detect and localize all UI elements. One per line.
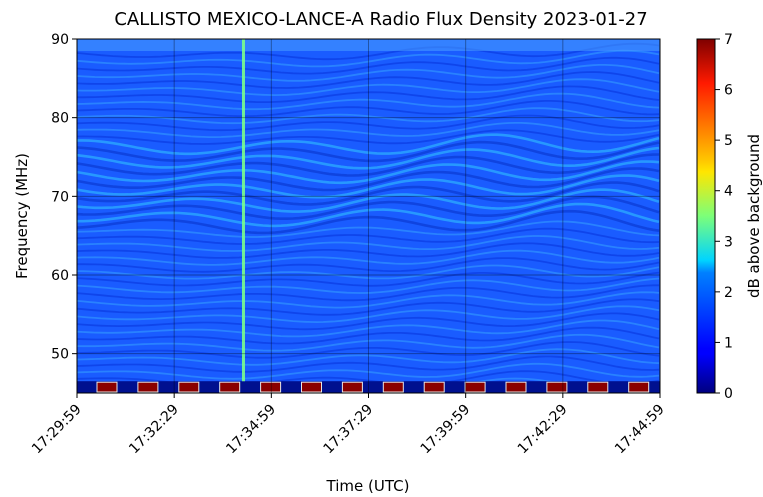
calibration-pulse	[587, 381, 609, 393]
calibration-band	[77, 381, 660, 393]
y-tick-label: 80	[51, 111, 69, 127]
y-axis: 50 60 70 80 90	[51, 32, 77, 363]
spectral-band	[77, 174, 660, 199]
x-tick-label: 17:42:29	[515, 401, 571, 457]
spectral-band	[77, 291, 660, 309]
spectral-band	[77, 56, 660, 75]
colorbar-gradient	[696, 38, 716, 394]
colorbar-tick-label: 5	[724, 133, 733, 149]
x-tick-label: 17:29:59	[29, 401, 85, 457]
spectral-band	[77, 326, 660, 345]
calibration-pulse	[96, 381, 118, 393]
spectral-band	[77, 100, 660, 118]
spectral-band	[77, 249, 660, 266]
calibration-pulse	[423, 381, 445, 393]
spectral-band	[77, 298, 660, 316]
colorbar-tick-label: 0	[724, 386, 733, 402]
spectral-band	[77, 264, 660, 280]
spectral-band	[77, 271, 660, 287]
y-tick-label: 50	[51, 347, 69, 363]
calibration-pulse	[341, 381, 363, 393]
colorbar-tick-label: 3	[724, 234, 733, 250]
spectral-band	[77, 42, 660, 61]
spectral-band	[77, 227, 660, 245]
calibration-pulse	[382, 381, 404, 393]
x-axis: 17:29:59 17:32:29 17:34:59 17:37:29 17:39:59…	[29, 393, 668, 457]
spectral-band	[77, 146, 660, 170]
x-tick-label: 17:32:29	[126, 401, 182, 457]
x-tick-label: 17:34:59	[223, 401, 279, 457]
spectral-band	[77, 348, 660, 366]
spectral-band	[77, 220, 660, 238]
y-tick-label: 60	[51, 268, 69, 284]
spectral-band	[77, 71, 660, 89]
colorbar-tick-label: 1	[724, 335, 733, 351]
spectral-band	[77, 64, 660, 82]
colorbar-label: dB above background	[745, 134, 763, 298]
spectral-band	[77, 319, 660, 338]
spectral-band	[77, 122, 660, 138]
calibration-pulse	[464, 381, 486, 393]
y-tick-label: 70	[51, 189, 69, 205]
y-tick-label: 90	[51, 32, 69, 48]
chart-title: CALLISTO MEXICO-LANCE-A Radio Flux Densi…	[114, 9, 647, 30]
calibration-pulse	[628, 381, 650, 393]
plot-area	[77, 39, 660, 393]
calibration-pulse	[260, 381, 282, 393]
calibration-pulse	[301, 381, 322, 393]
colorbar-tick-label: 6	[724, 83, 733, 99]
spectral-band	[77, 362, 660, 380]
y-axis-label: Frequency (MHz)	[13, 153, 31, 279]
spectral-band	[77, 209, 660, 235]
colorbar-tick-label: 2	[724, 285, 733, 301]
spectral-band	[77, 355, 660, 373]
spectral-band	[77, 341, 660, 359]
x-axis-label: Time (UTC)	[326, 477, 410, 495]
spectral-band	[77, 202, 660, 228]
spectral-band	[77, 235, 660, 252]
spectral-band	[77, 284, 659, 302]
spectral-band	[77, 277, 660, 294]
spectral-band	[77, 195, 660, 220]
spectral-band	[77, 133, 660, 156]
spectral-band	[77, 181, 660, 206]
spectral-band	[77, 114, 660, 132]
x-tick-label: 17:37:29	[320, 401, 376, 457]
spectral-band	[77, 305, 660, 324]
calibration-pulse	[137, 381, 159, 393]
spectral-band	[77, 129, 660, 145]
spectral-band	[77, 242, 660, 259]
spectral-band	[77, 140, 660, 163]
spectral-band	[77, 153, 660, 177]
spectral-band	[77, 49, 660, 68]
x-tick-label: 17:39:59	[418, 401, 474, 457]
colorbar: 0 1 2 3 4 5 6 7 dB above background	[696, 32, 763, 402]
spectral-band	[77, 107, 660, 125]
calibration-pulse	[178, 381, 200, 393]
spectral-band	[77, 257, 660, 273]
x-tick-label: 17:44:59	[612, 401, 668, 457]
spectral-band	[77, 78, 660, 97]
spectral-band	[77, 188, 660, 213]
spectral-band	[77, 85, 660, 103]
spectral-band	[77, 92, 660, 111]
spectral-band	[77, 312, 660, 331]
colorbar-tick-label: 4	[724, 184, 733, 200]
calibration-pulse	[505, 381, 527, 393]
colorbar-tick-label: 7	[724, 32, 733, 48]
top-noise-band	[77, 39, 660, 51]
spectral-band	[77, 333, 660, 352]
calibration-pulse	[219, 381, 241, 393]
spectral-band	[77, 167, 660, 192]
calibration-pulse	[546, 381, 568, 393]
spectral-band	[77, 160, 660, 185]
